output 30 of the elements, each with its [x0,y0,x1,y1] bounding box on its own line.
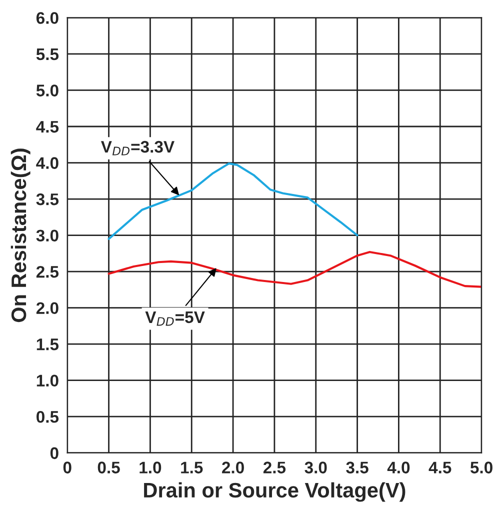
y-tick-label: 1.0 [36,374,58,387]
line-series [108,250,482,288]
x-tick-label: 4.0 [387,462,410,474]
y-tick-label: 6.0 [36,12,58,24]
y-tick-label: 1.5 [36,338,59,350]
y-tick-label: 2.0 [36,302,58,314]
x-tick-label: 3.0 [304,462,327,474]
x-tick-label: 1.5 [181,462,203,474]
x-tick-label: 0 [63,462,72,474]
y-tick-label: 3.5 [36,193,59,206]
y-axis-title: On Resistance(Ω) [10,148,30,322]
y-tick-label: 3.0 [36,230,58,242]
x-tick-label: 2.0 [222,462,244,474]
y-tick-label: 5.5 [36,48,59,60]
y-tick-label: 2.5 [36,266,59,278]
x-tick-label: 5.0 [470,462,492,474]
y-tick-label: 0.5 [36,411,59,423]
y-tick-label: 4.0 [36,157,58,169]
annotation: V$_{DD}$=3.3V [100,140,174,156]
x-tick-label: 2.5 [263,462,286,474]
y-tick-label: 4.5 [36,121,59,133]
x-tick-label: 1.0 [140,462,162,474]
y-tick-label: 0 [50,447,58,460]
x-tick-label: 0.5 [98,462,120,474]
y-tick-label: 5.0 [36,84,58,96]
annotation: V$_{DD}$=5V [145,312,205,326]
x-tick-label: 3.5 [346,462,368,474]
x-tick-label: 4.5 [428,462,452,474]
x-axis-title: Drain or Source Voltage(V) [144,482,406,502]
line-series [108,162,358,240]
